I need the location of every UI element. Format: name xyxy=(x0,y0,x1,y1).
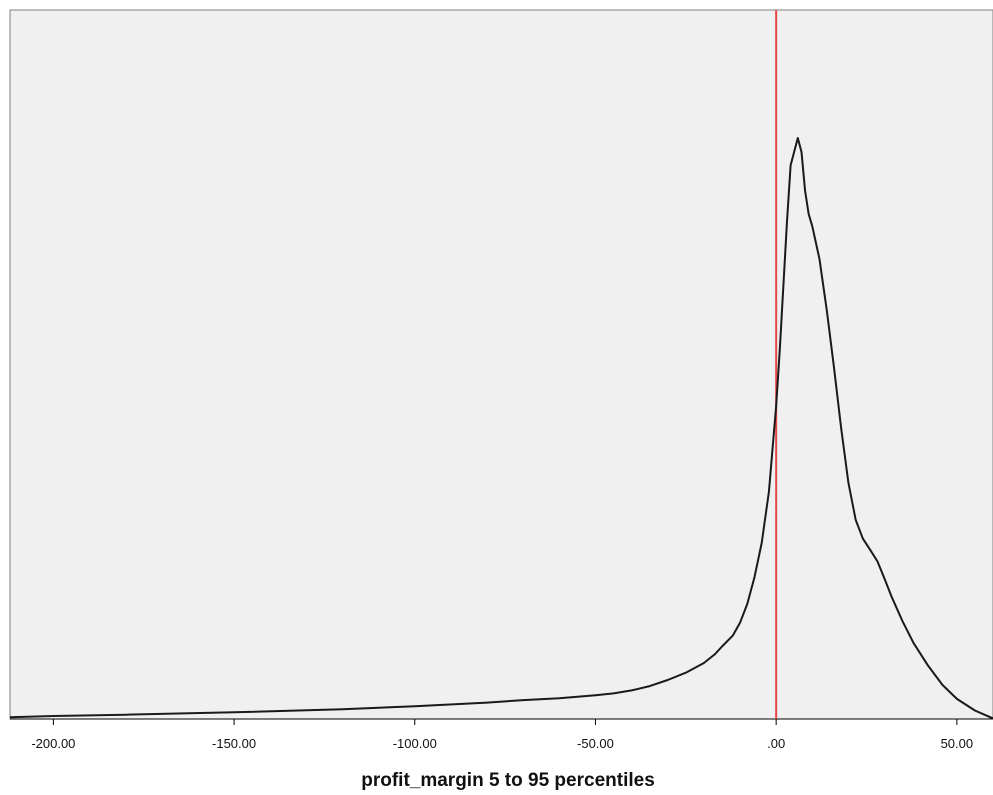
plot-area-background xyxy=(9,9,993,720)
x-axis-title: profit_margin 5 to 95 percentiles xyxy=(361,770,655,791)
x-tick-label: -150.00 xyxy=(212,736,256,751)
x-tick-label: -100.00 xyxy=(393,736,437,751)
x-tick-label: 50.00 xyxy=(941,736,974,751)
x-tick-label: .00 xyxy=(767,736,785,751)
x-tick-label: -50.00 xyxy=(577,736,614,751)
density-curve-line xyxy=(9,137,993,720)
x-tick-label: -200.00 xyxy=(31,736,75,751)
x-ticks: -200.00 -150.00 -100.00 -50.00 .00 50.00 xyxy=(31,719,973,751)
